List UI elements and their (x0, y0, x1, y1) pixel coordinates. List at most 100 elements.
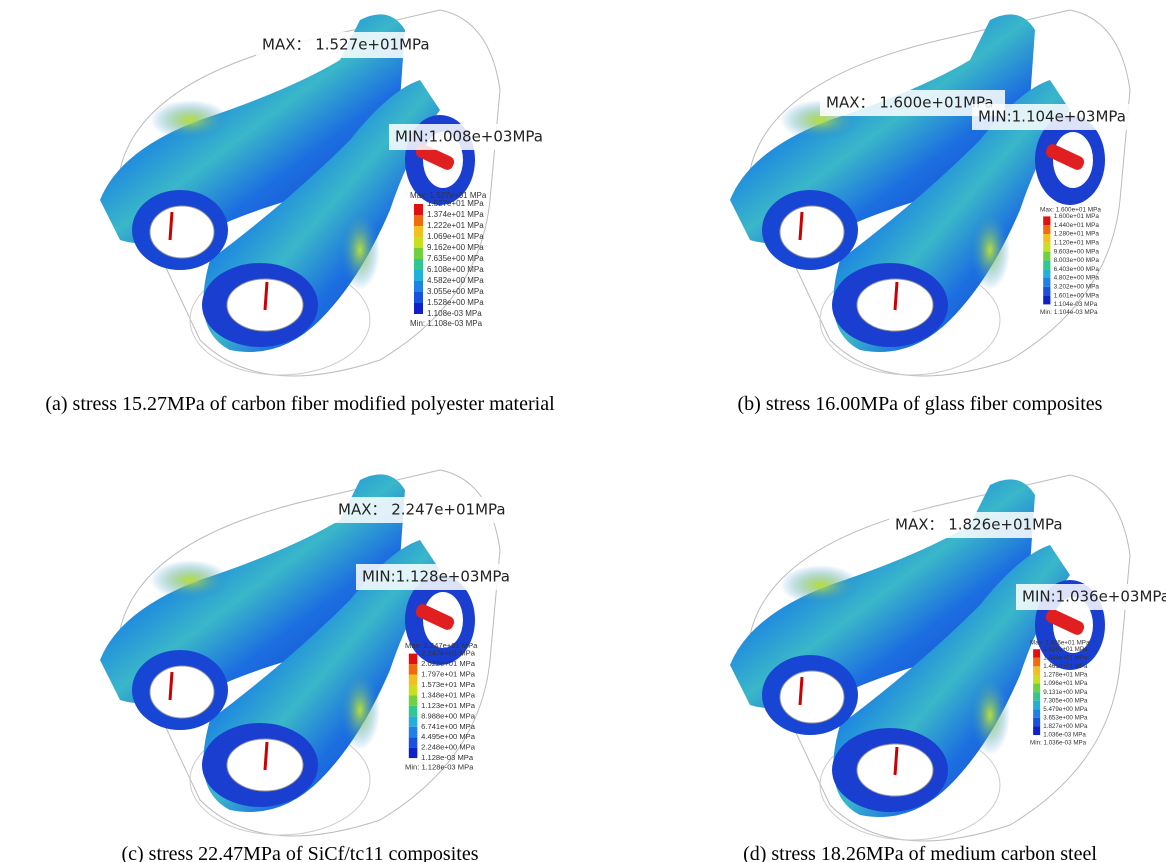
colorbar-band (1043, 278, 1050, 287)
legend-level: 9.603e+00 MPa (1054, 248, 1100, 255)
colorbar-band (1033, 726, 1040, 735)
figure: MAX： 1.527e+01MPaMIN:1.008e+03MPaMax: 1.… (0, 0, 1166, 862)
legend-level: 4.495e+00 MPa (421, 732, 476, 741)
caption: (a) stress 15.27MPa of carbon fiber modi… (40, 392, 560, 416)
legend-level: 5.479e+00 MPa (1043, 706, 1088, 713)
colorbar-band (414, 303, 423, 314)
hot-zone (780, 565, 860, 605)
colorbar-band (1043, 234, 1050, 243)
legend-level: 1.222e+01 MPa (427, 221, 484, 230)
colorbar-band (1033, 692, 1040, 701)
legend-min: Min: 1.036e-03 MPa (1030, 739, 1087, 746)
ring-hole (780, 671, 844, 723)
hot-zone (970, 210, 1010, 290)
legend-level: 1.644e+01 MPa (1043, 654, 1088, 661)
legend-level: 1.036e-03 MPa (1043, 732, 1086, 739)
legend-level: 1.528e+00 MPa (427, 298, 484, 307)
legend-level: 1.120e+01 MPa (1054, 239, 1100, 246)
colorbar-band (1033, 709, 1040, 718)
colorbar-band (1033, 649, 1040, 658)
colorbar-band (1043, 287, 1050, 296)
colorbar-band (1033, 675, 1040, 684)
colorbar-band (1043, 269, 1050, 278)
legend-level: 3.202e+00 MPa (1054, 283, 1100, 290)
colorbar-band (409, 654, 418, 664)
legend-level: 1.069e+01 MPa (427, 232, 484, 241)
colorbar-band (1033, 684, 1040, 693)
colorbar-band (1033, 658, 1040, 667)
colorbar-band (409, 675, 418, 685)
hot-zone (150, 100, 230, 140)
ring-hole (780, 206, 844, 258)
colorbar-band (409, 748, 418, 758)
colorbar-band (414, 237, 423, 248)
legend-min: Min: 1.108e-03 MPa (410, 319, 483, 328)
colorbar-band (409, 695, 418, 705)
legend-level: 6.108e+00 MPa (427, 265, 484, 274)
min-callout: MIN:1.128e+03MPa (362, 568, 510, 586)
legend-level: 2.247e+01 MPa (421, 649, 476, 658)
figure-canvas: MAX： 1.527e+01MPaMIN:1.008e+03MPaMax: 1.… (0, 0, 1166, 862)
ring-hole (150, 666, 214, 718)
load-arrow (170, 212, 172, 240)
legend-level: 1.280e+01 MPa (1054, 231, 1100, 238)
legend-level: 1.348e+01 MPa (421, 690, 476, 699)
legend-level: 6.741e+00 MPa (421, 722, 476, 731)
colorbar-band (1043, 225, 1050, 234)
colorbar-band (1043, 243, 1050, 252)
legend-level: 1.826e+01 MPa (1043, 646, 1088, 653)
caption: (b) stress 16.00MPa of glass fiber compo… (660, 392, 1166, 416)
legend-level: 1.573e+01 MPa (421, 680, 476, 689)
ring-hole (150, 206, 214, 258)
max-callout: MAX： 1.600e+01MPa (826, 94, 994, 112)
max-callout: MAX： 1.826e+01MPa (895, 516, 1063, 534)
legend-level: 1.128e-03 MPa (421, 753, 474, 762)
hot-zone (970, 675, 1010, 755)
load-arrow (265, 742, 267, 770)
legend-level: 2.248e+00 MPa (421, 743, 476, 752)
hot-zone (340, 670, 380, 750)
load-arrow (265, 282, 267, 310)
legend-level: 1.108e-03 MPa (427, 309, 482, 318)
load-arrow (895, 282, 897, 310)
min-callout: MIN:1.104e+03MPa (978, 108, 1126, 126)
legend-level: 1.278e+01 MPa (1043, 672, 1088, 679)
legend-min: Min: 1.104e-03 MPa (1040, 309, 1098, 316)
max-callout: MAX： 2.247e+01MPa (338, 501, 506, 519)
colorbar-band (414, 226, 423, 237)
load-arrow (895, 747, 897, 775)
legend-level: 8.003e+00 MPa (1054, 257, 1100, 264)
colorbar-band (409, 685, 418, 695)
legend-min: Min: 1.128e-03 MPa (405, 763, 474, 772)
colorbar-band (409, 664, 418, 674)
colorbar-band (1043, 252, 1050, 261)
colorbar-band (1043, 260, 1050, 269)
colorbar-band (414, 270, 423, 281)
colorbar-band (1033, 666, 1040, 675)
colorbar-band (409, 716, 418, 726)
legend-level: 8.988e+00 MPa (421, 711, 476, 720)
legend-level: 1.527e+01 MPa (427, 199, 484, 208)
colorbar-band (1033, 701, 1040, 710)
colorbar-band (414, 215, 423, 226)
legend-level: 1.600e+01 MPa (1054, 213, 1100, 220)
colorbar-band (1043, 216, 1050, 225)
legend-level: 3.653e+00 MPa (1043, 715, 1088, 722)
max-callout: MAX： 1.527e+01MPa (262, 36, 430, 54)
legend-level: 1.797e+01 MPa (421, 670, 476, 679)
legend-level: 7.635e+00 MPa (427, 254, 484, 263)
legend-level: 1.123e+01 MPa (421, 701, 476, 710)
min-callout: MIN:1.008e+03MPa (395, 128, 543, 146)
colorbar-band (414, 248, 423, 259)
legend-level: 1.601e+00 MPa (1054, 292, 1100, 299)
load-arrow (800, 677, 802, 705)
colorbar-band (409, 737, 418, 747)
colorbar-band (414, 204, 423, 215)
hot-zone (150, 560, 230, 600)
colorbar-band (414, 292, 423, 303)
legend-level: 1.096e+01 MPa (1043, 680, 1088, 687)
legend-level: 2.022e+01 MPa (421, 659, 476, 668)
hot-zone (340, 210, 380, 290)
colorbar-band (409, 727, 418, 737)
caption: (d) stress 18.26MPa of medium carbon ste… (660, 842, 1166, 862)
